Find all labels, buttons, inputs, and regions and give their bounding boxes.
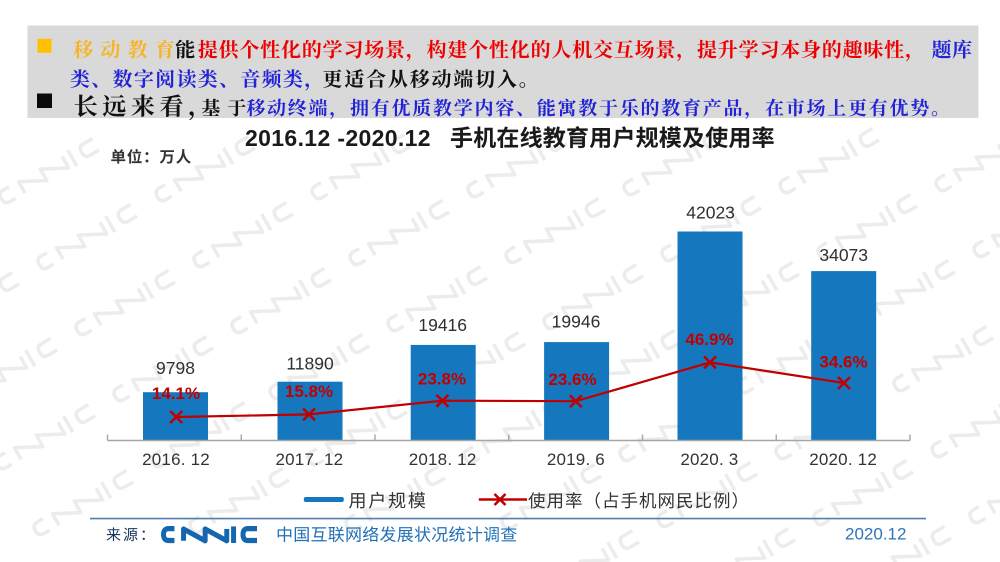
svg-text:19416: 19416 bbox=[418, 315, 467, 335]
svg-text:2020.12: 2020.12 bbox=[845, 524, 906, 543]
svg-text:19946: 19946 bbox=[552, 312, 601, 332]
svg-text:34.6%: 34.6% bbox=[819, 352, 867, 371]
svg-text:2020. 12: 2020. 12 bbox=[809, 450, 877, 469]
svg-text:14.1%: 14.1% bbox=[152, 384, 200, 403]
svg-text:2017. 12: 2017. 12 bbox=[276, 450, 344, 469]
svg-text:23.8%: 23.8% bbox=[418, 370, 466, 389]
svg-text:15.8%: 15.8% bbox=[285, 382, 333, 401]
svg-text:11890: 11890 bbox=[286, 354, 334, 374]
svg-text:2020. 3: 2020. 3 bbox=[680, 450, 738, 469]
svg-text:2016.12 -2020.12: 2016.12 -2020.12 bbox=[245, 125, 431, 151]
svg-text:9798: 9798 bbox=[156, 358, 195, 378]
svg-text:23.6%: 23.6% bbox=[548, 370, 596, 389]
svg-text:46.9%: 46.9% bbox=[685, 330, 733, 349]
svg-text:34073: 34073 bbox=[819, 245, 868, 265]
svg-text:42023: 42023 bbox=[686, 203, 735, 223]
svg-text:2018. 12: 2018. 12 bbox=[409, 450, 477, 469]
svg-text:2016. 12: 2016. 12 bbox=[142, 450, 210, 469]
svg-text:2019. 6: 2019. 6 bbox=[547, 450, 605, 469]
